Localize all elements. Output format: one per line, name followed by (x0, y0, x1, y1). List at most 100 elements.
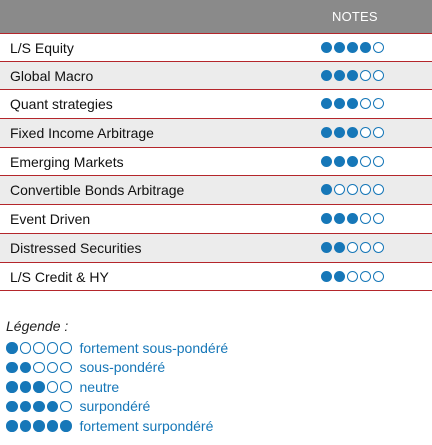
legend-item: fortement sous-pondéré (6, 338, 228, 358)
empty-dot-icon (360, 155, 371, 167)
legend: Légende : fortement sous-pondéré sous-pon… (6, 318, 228, 436)
filled-dot-icon (46, 400, 58, 412)
rating-dots (321, 155, 384, 167)
empty-dot-icon (60, 361, 72, 373)
filled-dot-icon (347, 127, 358, 139)
empty-dot-icon (373, 155, 384, 167)
filled-dot-icon (19, 420, 31, 432)
filled-dot-icon (334, 42, 345, 53)
rating-dots (321, 184, 384, 196)
filled-dot-icon (334, 155, 345, 167)
filled-dot-icon (33, 420, 45, 432)
table-row: Distressed Securities (0, 233, 432, 263)
table-row: L/S Credit & HY (0, 262, 432, 292)
empty-dot-icon (360, 270, 371, 282)
strategy-label: L/S Credit & HY (10, 268, 109, 285)
rating-dots (321, 98, 384, 110)
empty-dot-icon (60, 381, 72, 393)
empty-dot-icon (373, 42, 384, 53)
filled-dot-icon (334, 270, 345, 282)
filled-dot-icon (334, 241, 345, 253)
legend-item-label: surpondéré (79, 398, 151, 415)
empty-dot-icon (347, 184, 358, 196)
strategy-label: Global Macro (10, 67, 94, 84)
filled-dot-icon (6, 400, 18, 412)
rating-dots (321, 270, 384, 282)
table-header: NOTES (0, 0, 432, 33)
rating-dots (321, 69, 384, 81)
legend-item: neutre (6, 377, 228, 397)
filled-dot-icon (334, 69, 345, 81)
table-row: Quant strategies (0, 90, 432, 120)
filled-dot-icon (321, 184, 332, 196)
rating-dots (321, 127, 384, 139)
filled-dot-icon (347, 155, 358, 167)
legend-item-label: fortement sous-pondéré (79, 339, 229, 356)
rating-dots (6, 361, 72, 373)
strategy-label: Quant strategies (10, 96, 113, 113)
empty-dot-icon (60, 400, 72, 412)
filled-dot-icon (33, 400, 45, 412)
empty-dot-icon (347, 270, 358, 282)
rating-dots (6, 420, 72, 432)
filled-dot-icon (321, 241, 332, 253)
empty-dot-icon (33, 361, 45, 373)
filled-dot-icon (347, 213, 358, 225)
filled-dot-icon (6, 420, 18, 432)
legend-list: fortement sous-pondéré sous-pondéré neutre… (6, 338, 228, 436)
table-row: L/S Equity (0, 33, 432, 62)
filled-dot-icon (19, 400, 31, 412)
empty-dot-icon (60, 342, 72, 354)
filled-dot-icon (46, 420, 58, 432)
legend-item-label: neutre (79, 378, 120, 395)
legend-item: sous-pondéré (6, 358, 228, 378)
table-row: Global Macro (0, 61, 432, 91)
filled-dot-icon (321, 42, 332, 53)
rating-dots (6, 342, 72, 354)
strategy-label: Fixed Income Arbitrage (10, 125, 154, 142)
empty-dot-icon (19, 342, 31, 354)
filled-dot-icon (6, 361, 18, 373)
empty-dot-icon (46, 361, 58, 373)
empty-dot-icon (360, 69, 371, 81)
filled-dot-icon (360, 42, 371, 53)
empty-dot-icon (360, 241, 371, 253)
rating-dots (321, 241, 384, 253)
empty-dot-icon (360, 98, 371, 110)
table-body: L/S Equity Global Macro Quant strategies Fi… (0, 33, 432, 292)
table-row: Convertible Bonds Arbitrage (0, 176, 432, 206)
filled-dot-icon (347, 42, 358, 53)
filled-dot-icon (347, 69, 358, 81)
rating-dots (321, 213, 384, 225)
empty-dot-icon (46, 342, 58, 354)
strategy-label: Emerging Markets (10, 153, 124, 170)
strategy-label: Event Driven (10, 211, 91, 228)
filled-dot-icon (321, 98, 332, 110)
filled-dot-icon (321, 213, 332, 225)
filled-dot-icon (321, 155, 332, 167)
empty-dot-icon (373, 213, 384, 225)
empty-dot-icon (347, 241, 358, 253)
filled-dot-icon (6, 381, 18, 393)
ratings-table: NOTES L/S Equity Global Macro Quant strate… (0, 0, 432, 292)
empty-dot-icon (373, 184, 384, 196)
legend-item: surpondéré (6, 397, 228, 417)
empty-dot-icon (373, 270, 384, 282)
legend-item: fortement surpondéré (6, 416, 228, 436)
filled-dot-icon (321, 69, 332, 81)
filled-dot-icon (321, 270, 332, 282)
filled-dot-icon (334, 213, 345, 225)
rating-dots (321, 42, 384, 53)
empty-dot-icon (373, 69, 384, 81)
empty-dot-icon (46, 381, 58, 393)
rating-dots (6, 381, 72, 393)
filled-dot-icon (33, 381, 45, 393)
table-row: Event Driven (0, 205, 432, 234)
legend-title: Légende : (6, 318, 69, 334)
empty-dot-icon (373, 127, 384, 139)
rating-dots (6, 400, 72, 412)
filled-dot-icon (334, 98, 345, 110)
filled-dot-icon (6, 342, 18, 354)
empty-dot-icon (360, 213, 371, 225)
legend-item-label: fortement surpondéré (79, 417, 214, 434)
